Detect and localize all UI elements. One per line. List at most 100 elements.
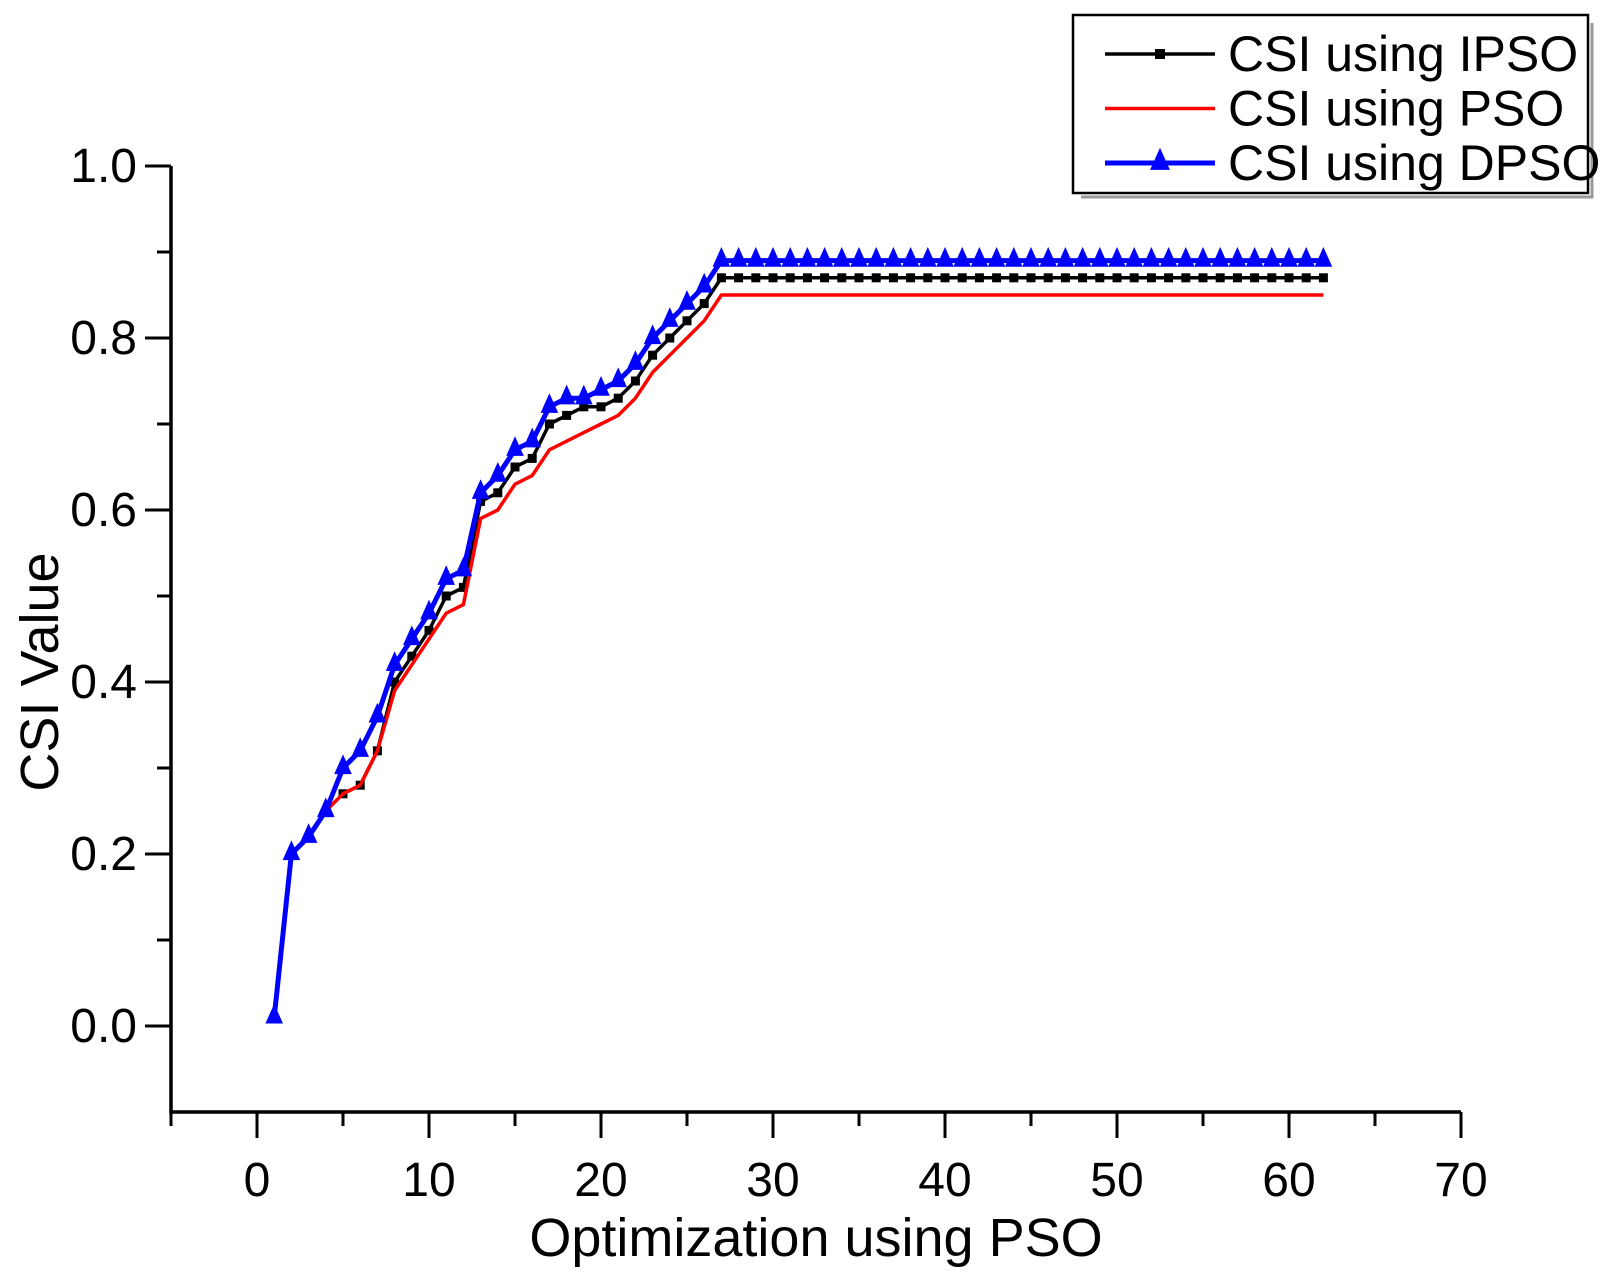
axis-frame [169,166,1461,1114]
ipso-marker [613,393,623,403]
dpso-marker [1228,247,1247,267]
dpso-marker [1177,247,1195,267]
y-tick-label: 0.8 [70,312,137,365]
dpso-marker [1039,247,1057,267]
dpso-marker [1073,247,1092,267]
ipso-marker [1026,273,1036,283]
ipso-marker [1009,273,1019,283]
ipso-marker [596,402,606,412]
x-tick-label: 30 [746,1154,799,1207]
ipso-marker [493,488,503,498]
y-tick-label: 0.4 [70,656,137,709]
x-tick-label: 50 [1090,1154,1143,1207]
dpso-marker [1314,247,1333,267]
ipso-marker [854,273,864,283]
dpso-marker [1159,247,1178,267]
x-tick-label: 40 [918,1154,971,1207]
series-ipso [338,273,1328,799]
dpso-marker [540,393,559,413]
ipso-marker [940,273,950,283]
y-tick-label: 1.0 [70,140,137,193]
ipso-marker [871,273,881,283]
legend-item: CSI using IPSO [1105,26,1578,82]
dpso-marker [815,247,834,267]
dpso-marker [712,247,731,267]
series-group [265,247,1333,1024]
y-axis-title: CSI Value [10,552,70,791]
dpso-marker [1194,247,1212,267]
ipso-marker [1301,273,1311,283]
legend-item-label: CSI using IPSO [1228,26,1578,82]
dpso-marker [1263,247,1281,267]
ipso-marker [906,273,916,283]
ipso-marker [1112,273,1122,283]
x-tick-label: 60 [1262,1154,1315,1207]
dpso-marker [1091,247,1109,267]
dpso-marker [953,247,971,267]
dpso-marker [489,462,507,482]
ipso-marker [734,273,744,283]
ipso-marker [1078,273,1088,283]
ipso-marker [992,273,1002,283]
dpso-marker [265,1003,283,1024]
dpso-marker [437,565,455,585]
dpso-marker [1211,247,1229,267]
ipso-marker [407,651,417,661]
ipso-marker [768,273,778,283]
ipso-marker [682,316,692,326]
dpso-marker [661,307,679,327]
ipso-marker [1164,273,1174,283]
dpso-marker [695,272,713,293]
dpso-marker [764,247,782,267]
legend-item-label: CSI using DPSO [1228,135,1600,191]
ipso-marker [458,582,468,592]
ipso-marker [802,273,812,283]
dpso-marker [282,840,301,861]
y-tick-label: 0.6 [70,484,137,537]
dpso-marker [747,247,765,267]
x-tick-label: 70 [1434,1154,1487,1207]
dpso-marker [1108,247,1126,267]
x-axis-title: Optimization using PSO [529,1208,1102,1268]
ipso-line [342,276,1324,796]
y-tick-label: 0.2 [70,828,137,881]
ipso-marker [699,299,709,309]
ipso-marker [1198,273,1208,283]
ipso-marker [630,376,640,386]
dpso-marker [299,823,318,843]
dpso-marker [1125,247,1143,267]
ipso-marker [424,625,434,635]
ipso-marker [1232,273,1242,283]
ipso-marker [1095,273,1105,283]
dpso-marker [1056,247,1075,267]
dpso-marker [368,702,387,723]
dpso-marker [1005,247,1023,267]
axes: 0 10 20 30 40 50 60 70 0.0 0.2 0.4 0.6 0.8 1.0 [70,140,1487,1207]
ipso-marker [441,591,451,601]
ipso-marker [888,273,898,283]
dpso-marker [798,247,817,267]
dpso-marker [557,384,576,405]
dpso-marker [850,247,868,267]
ipso-marker [785,273,795,283]
dpso-marker [334,754,352,775]
ipso-marker [1181,273,1191,283]
dpso-marker [575,384,593,405]
x-tick-label: 10 [402,1154,455,1207]
dpso-marker [454,556,473,577]
dpso-marker [506,436,524,456]
legend-sample-marker [1150,147,1170,170]
dpso-marker [643,324,662,345]
ipso-marker [1318,273,1328,283]
ipso-marker [1284,273,1294,283]
dpso-marker [729,247,748,267]
dpso-marker [678,290,696,310]
dpso-marker [351,737,369,757]
dpso-marker [987,247,1006,267]
dpso-marker [901,247,920,267]
ipso-marker [1060,273,1070,283]
y-tick-label: 0.0 [70,1000,137,1053]
dpso-marker [1297,247,1315,267]
